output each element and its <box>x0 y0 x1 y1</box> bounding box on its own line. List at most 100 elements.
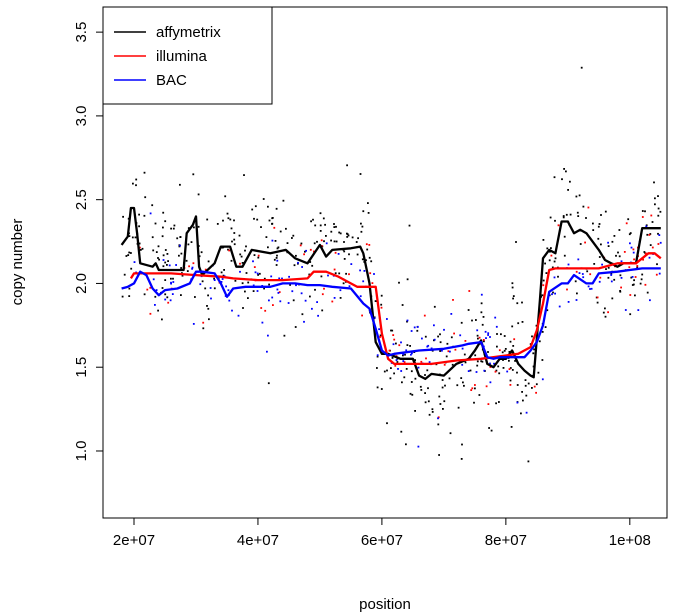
data-point <box>602 311 605 314</box>
data-point <box>451 363 454 366</box>
data-point <box>410 330 413 332</box>
data-point <box>578 194 581 197</box>
data-point <box>146 288 149 291</box>
data-point <box>632 251 635 254</box>
data-point <box>143 171 146 174</box>
data-point <box>489 336 491 338</box>
data-point <box>201 280 204 283</box>
data-point <box>605 268 607 270</box>
data-point <box>508 368 511 370</box>
data-point <box>483 369 486 372</box>
data-point <box>170 227 172 230</box>
data-point <box>642 258 644 261</box>
data-point <box>482 339 485 341</box>
data-point <box>295 254 297 257</box>
data-point <box>300 292 303 295</box>
data-point <box>659 241 662 244</box>
data-point <box>569 180 571 183</box>
data-point <box>264 309 267 312</box>
data-point <box>617 251 619 254</box>
data-point <box>200 251 203 254</box>
data-point <box>309 261 312 263</box>
y-tick-label: 1.5 <box>73 357 90 378</box>
data-point <box>275 257 278 259</box>
data-point <box>370 260 373 263</box>
data-point <box>632 283 635 286</box>
data-point <box>424 374 426 376</box>
data-point <box>657 195 659 197</box>
data-point <box>253 217 255 220</box>
data-point <box>553 260 556 263</box>
data-point <box>585 217 587 219</box>
data-point <box>461 443 463 446</box>
data-point <box>578 272 581 274</box>
data-point <box>166 264 168 266</box>
data-point <box>369 272 372 275</box>
data-point <box>368 256 371 259</box>
data-point <box>191 267 193 270</box>
data-point <box>222 274 225 277</box>
data-point <box>149 212 152 215</box>
data-point <box>197 193 200 196</box>
data-point <box>267 246 269 249</box>
data-point <box>293 264 296 267</box>
data-point <box>271 296 274 299</box>
data-point <box>268 299 270 302</box>
data-point <box>390 329 392 332</box>
data-point <box>389 377 392 380</box>
data-point <box>483 340 485 343</box>
data-point <box>299 244 302 247</box>
data-point <box>128 295 131 297</box>
data-point <box>448 377 451 380</box>
data-point <box>268 219 271 222</box>
data-point <box>167 260 169 262</box>
data-point <box>509 340 512 343</box>
data-point <box>392 343 395 346</box>
data-point <box>480 360 483 363</box>
data-point <box>170 282 172 285</box>
data-point <box>552 291 554 294</box>
data-point <box>509 379 512 382</box>
data-point <box>395 359 398 361</box>
data-point <box>438 454 440 456</box>
data-point <box>134 236 137 239</box>
data-point <box>511 369 514 371</box>
data-point <box>335 240 338 243</box>
data-point <box>204 268 207 271</box>
data-point <box>597 225 600 228</box>
data-point <box>380 388 383 390</box>
data-point <box>227 289 230 292</box>
data-point <box>301 266 303 268</box>
data-point <box>516 371 518 374</box>
data-point <box>367 212 370 214</box>
data-point <box>637 309 640 311</box>
data-point <box>567 301 570 303</box>
data-point <box>550 254 553 257</box>
data-point <box>222 219 224 222</box>
data-point <box>348 285 351 288</box>
data-point <box>263 287 265 290</box>
data-point <box>366 248 369 251</box>
data-point <box>400 430 403 433</box>
data-point <box>404 353 406 356</box>
data-point <box>279 300 282 303</box>
data-point <box>169 299 172 302</box>
data-point <box>348 253 350 256</box>
data-point <box>343 250 346 253</box>
data-point <box>437 417 439 420</box>
data-point <box>450 313 453 315</box>
data-point <box>406 278 409 281</box>
data-point <box>238 234 241 237</box>
data-point <box>175 264 177 266</box>
data-point <box>658 272 661 275</box>
data-point <box>659 210 662 213</box>
data-point <box>416 329 419 332</box>
data-point <box>209 287 212 289</box>
data-point <box>309 295 311 298</box>
data-point <box>643 251 646 253</box>
data-point <box>393 372 395 375</box>
data-point <box>456 384 459 387</box>
data-point <box>424 401 427 404</box>
data-point <box>244 249 246 252</box>
data-point <box>557 224 560 227</box>
